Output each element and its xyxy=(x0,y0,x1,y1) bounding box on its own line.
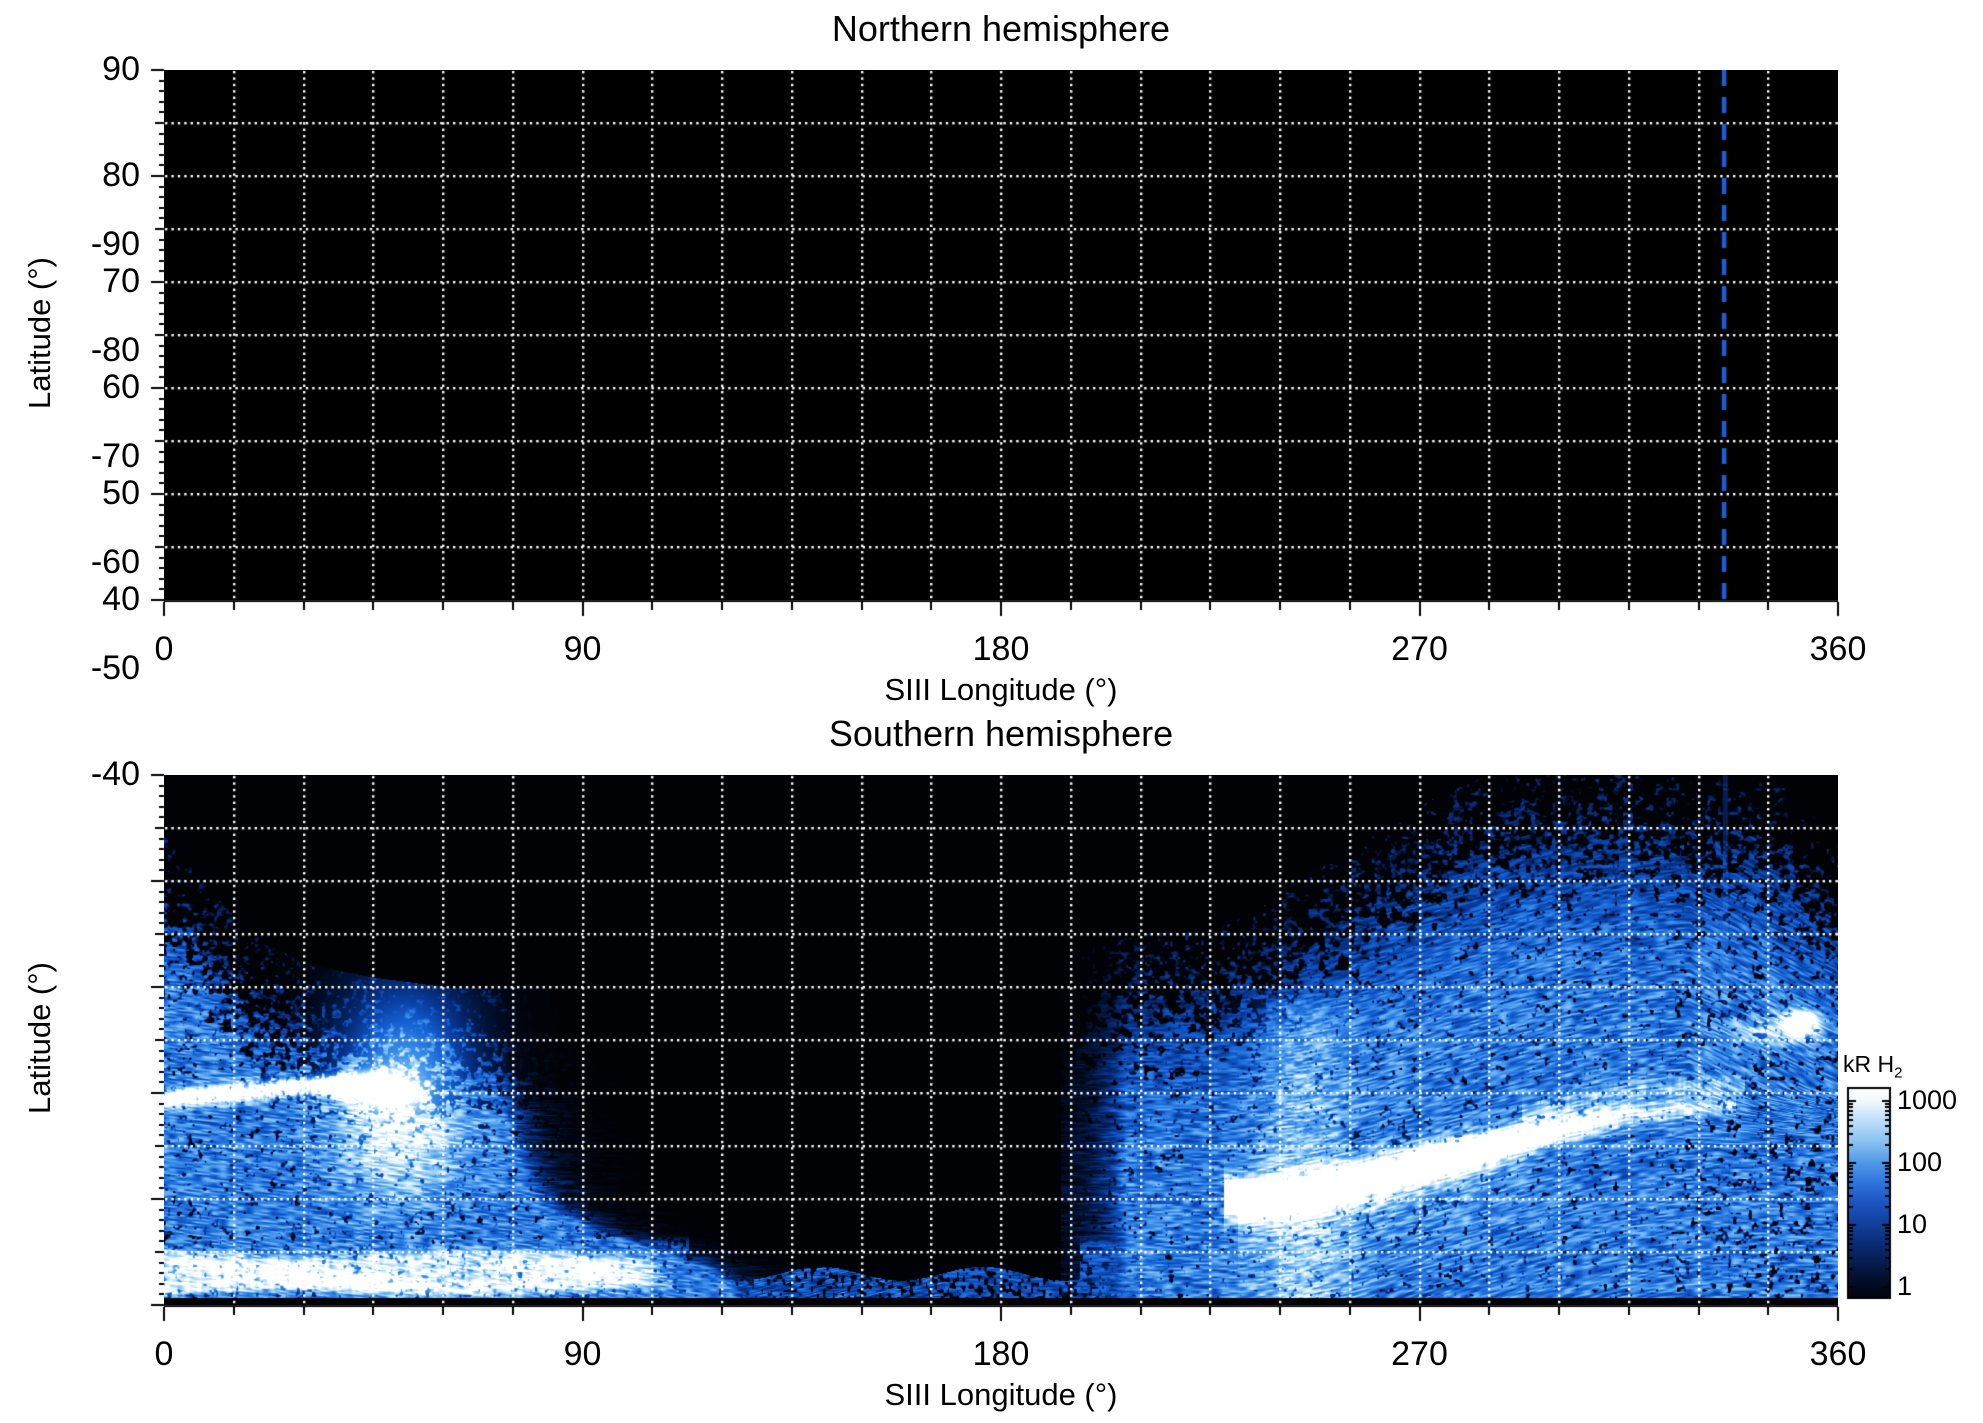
colorbar-title-main: kR H xyxy=(1843,1051,1895,1077)
y-tick-label: 70 xyxy=(102,262,140,300)
y-tick-label: 40 xyxy=(102,580,140,618)
x-tick-label: 180 xyxy=(972,630,1030,668)
y-tick-label: -70 xyxy=(90,437,140,475)
colorbar-tick-label: 1000 xyxy=(1897,1085,1958,1116)
south-plot-canvas xyxy=(164,775,1838,1305)
y-tick-label: 60 xyxy=(102,368,140,406)
north-xlabel: SIII Longitude (°) xyxy=(884,672,1118,707)
y-tick-label: -40 xyxy=(90,755,140,793)
south-title: Southern hemisphere xyxy=(828,713,1174,754)
colorbar-title: kR H2 xyxy=(1843,1051,1902,1082)
south-ylabel: Latitude (°) xyxy=(22,962,57,1114)
colorbar-tick-label: 1 xyxy=(1897,1271,1913,1302)
y-tick-label: -50 xyxy=(90,649,140,687)
y-tick-label: -60 xyxy=(90,543,140,581)
x-tick-label: 0 xyxy=(154,1335,174,1373)
x-tick-label: 0 xyxy=(154,630,174,668)
colorbar-tick-label: 100 xyxy=(1897,1147,1943,1178)
x-tick-label: 270 xyxy=(1391,630,1448,668)
x-tick-label: 360 xyxy=(1809,630,1867,668)
colorbar-tick-label: 10 xyxy=(1897,1209,1928,1240)
y-tick-label: -80 xyxy=(90,331,140,369)
x-tick-label: 360 xyxy=(1809,1335,1867,1373)
y-tick-label: -90 xyxy=(90,225,140,263)
south-xlabel: SIII Longitude (°) xyxy=(884,1377,1118,1412)
north-title: Northern hemisphere xyxy=(831,8,1171,49)
north-plot-canvas xyxy=(164,70,1838,600)
x-tick-label: 90 xyxy=(563,1335,602,1373)
x-tick-label: 90 xyxy=(563,630,602,668)
colorbar-title-sub: 2 xyxy=(1894,1064,1903,1082)
x-tick-label: 270 xyxy=(1391,1335,1448,1373)
y-tick-label: 90 xyxy=(102,50,140,88)
y-tick-label: 80 xyxy=(102,156,140,194)
x-tick-label: 180 xyxy=(972,1335,1030,1373)
y-tick-label: 50 xyxy=(102,474,140,512)
